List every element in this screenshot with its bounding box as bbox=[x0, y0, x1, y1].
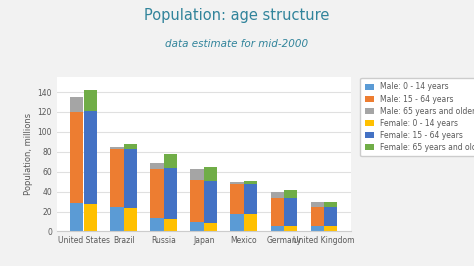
Bar bbox=[204, 181, 217, 223]
Bar bbox=[284, 226, 297, 231]
Text: Population: age structure: Population: age structure bbox=[144, 8, 330, 23]
Bar bbox=[310, 206, 324, 226]
Bar bbox=[324, 202, 337, 206]
Bar bbox=[230, 184, 244, 214]
Bar bbox=[150, 163, 164, 169]
Bar bbox=[310, 202, 324, 206]
Bar bbox=[110, 147, 124, 149]
Bar bbox=[124, 207, 137, 231]
Bar bbox=[191, 169, 204, 180]
Bar bbox=[191, 180, 204, 222]
Legend: Male: 0 - 14 years, Male: 15 - 64 years, Male: 65 years and older, Female: 0 - 1: Male: 0 - 14 years, Male: 15 - 64 years,… bbox=[360, 78, 474, 156]
Bar bbox=[164, 219, 177, 231]
Bar bbox=[310, 226, 324, 231]
Bar bbox=[150, 169, 164, 218]
Bar bbox=[244, 184, 257, 214]
Bar bbox=[84, 203, 97, 231]
Bar bbox=[271, 226, 284, 231]
Bar bbox=[271, 198, 284, 226]
Bar bbox=[110, 149, 124, 206]
Bar bbox=[164, 154, 177, 168]
Bar bbox=[164, 168, 177, 219]
Bar bbox=[124, 144, 137, 149]
Bar bbox=[284, 190, 297, 198]
Bar bbox=[271, 192, 284, 198]
Bar bbox=[324, 206, 337, 226]
Bar bbox=[284, 198, 297, 226]
Y-axis label: Population, millions: Population, millions bbox=[24, 113, 33, 195]
Bar bbox=[84, 111, 97, 203]
Bar bbox=[244, 181, 257, 184]
Bar bbox=[230, 182, 244, 184]
Bar bbox=[244, 214, 257, 231]
Bar bbox=[150, 218, 164, 231]
Text: data estimate for mid-2000: data estimate for mid-2000 bbox=[165, 39, 309, 49]
Bar bbox=[124, 149, 137, 207]
Bar bbox=[110, 206, 124, 231]
Bar bbox=[230, 214, 244, 231]
Bar bbox=[324, 226, 337, 231]
Bar bbox=[70, 202, 83, 231]
Bar bbox=[70, 97, 83, 112]
Bar bbox=[70, 112, 83, 202]
Bar bbox=[204, 167, 217, 181]
Bar bbox=[191, 222, 204, 231]
Bar bbox=[204, 223, 217, 231]
Bar bbox=[84, 90, 97, 111]
